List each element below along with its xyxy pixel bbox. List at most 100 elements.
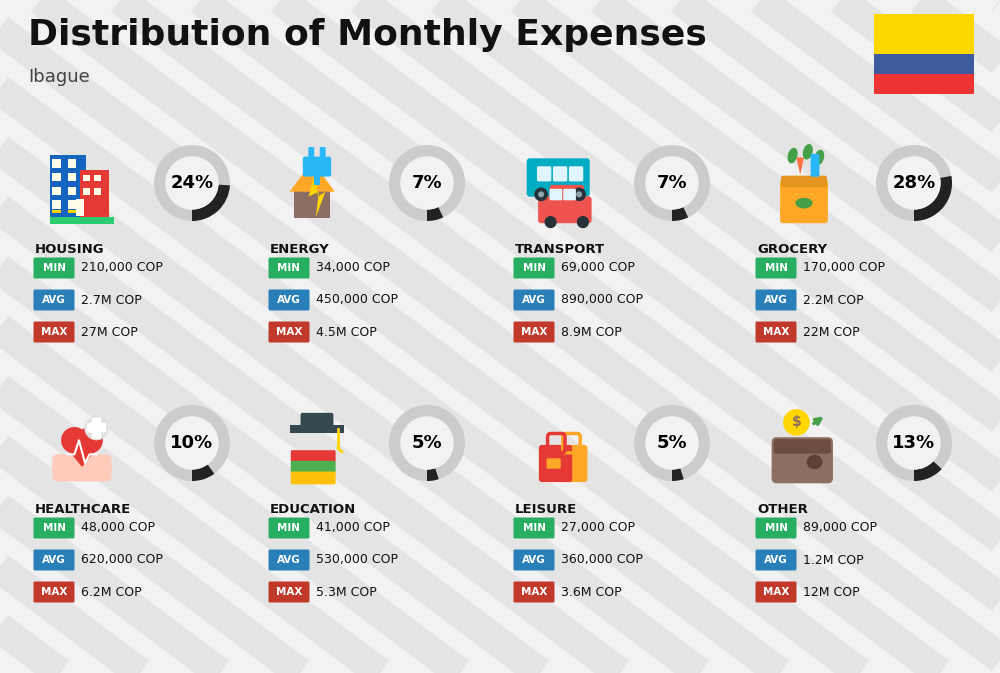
FancyBboxPatch shape [268, 289, 310, 310]
Text: 5%: 5% [657, 434, 687, 452]
FancyBboxPatch shape [34, 258, 74, 279]
FancyBboxPatch shape [68, 201, 76, 209]
Polygon shape [309, 173, 325, 217]
Wedge shape [154, 405, 230, 481]
FancyBboxPatch shape [50, 217, 114, 224]
FancyBboxPatch shape [291, 450, 336, 463]
FancyBboxPatch shape [268, 258, 310, 279]
Circle shape [576, 191, 582, 197]
FancyBboxPatch shape [83, 174, 90, 182]
Text: HOUSING: HOUSING [35, 243, 105, 256]
FancyBboxPatch shape [52, 173, 61, 182]
Text: MIN: MIN [278, 523, 300, 533]
Text: ENERGY: ENERGY [270, 243, 330, 256]
Text: MAX: MAX [763, 587, 789, 597]
Text: 48,000 COP: 48,000 COP [81, 522, 155, 534]
Text: AVG: AVG [42, 555, 66, 565]
FancyBboxPatch shape [308, 147, 314, 162]
Text: TRANSPORT: TRANSPORT [515, 243, 605, 256]
Wedge shape [914, 461, 942, 481]
FancyBboxPatch shape [68, 173, 76, 182]
FancyBboxPatch shape [527, 158, 590, 197]
Polygon shape [290, 162, 335, 192]
FancyBboxPatch shape [756, 518, 796, 538]
FancyBboxPatch shape [87, 423, 106, 433]
FancyBboxPatch shape [34, 549, 74, 571]
Text: 12M COP: 12M COP [803, 586, 860, 598]
FancyBboxPatch shape [52, 160, 61, 168]
Ellipse shape [788, 148, 798, 164]
Text: 27M COP: 27M COP [81, 326, 138, 339]
Text: MAX: MAX [276, 587, 302, 597]
Text: LEISURE: LEISURE [515, 503, 577, 516]
Wedge shape [634, 405, 710, 481]
Text: 69,000 COP: 69,000 COP [561, 262, 635, 275]
FancyBboxPatch shape [320, 147, 326, 162]
Wedge shape [427, 468, 439, 481]
FancyBboxPatch shape [756, 289, 796, 310]
Text: 170,000 COP: 170,000 COP [803, 262, 885, 275]
Text: HEALTHCARE: HEALTHCARE [35, 503, 131, 516]
Text: MIN: MIN [42, 523, 66, 533]
Text: AVG: AVG [42, 295, 66, 305]
Text: MIN: MIN [765, 263, 788, 273]
Wedge shape [427, 207, 443, 221]
Circle shape [887, 417, 941, 470]
FancyBboxPatch shape [68, 209, 76, 213]
Circle shape [538, 191, 544, 197]
Text: 4.5M COP: 4.5M COP [316, 326, 377, 339]
Text: MIN: MIN [522, 263, 546, 273]
FancyBboxPatch shape [291, 472, 336, 485]
FancyBboxPatch shape [538, 197, 592, 223]
Text: 2.7M COP: 2.7M COP [81, 293, 142, 306]
Text: MAX: MAX [521, 587, 547, 597]
Circle shape [534, 188, 548, 201]
FancyBboxPatch shape [80, 170, 109, 217]
Polygon shape [294, 190, 330, 218]
FancyBboxPatch shape [314, 174, 320, 185]
FancyBboxPatch shape [514, 258, 554, 279]
FancyBboxPatch shape [268, 322, 310, 343]
Text: 34,000 COP: 34,000 COP [316, 262, 390, 275]
Text: 3.6M COP: 3.6M COP [561, 586, 622, 598]
FancyBboxPatch shape [94, 188, 101, 195]
Wedge shape [634, 145, 710, 221]
FancyBboxPatch shape [772, 437, 833, 483]
Text: MIN: MIN [278, 263, 300, 273]
Text: 6.2M COP: 6.2M COP [81, 586, 142, 598]
FancyBboxPatch shape [92, 418, 101, 439]
Circle shape [76, 427, 103, 454]
Text: 2.2M COP: 2.2M COP [803, 293, 864, 306]
Text: AVG: AVG [277, 295, 301, 305]
Text: Distribution of Monthly Expenses: Distribution of Monthly Expenses [28, 18, 707, 52]
FancyBboxPatch shape [50, 155, 86, 217]
Polygon shape [796, 157, 804, 174]
Circle shape [645, 156, 699, 209]
Text: 450,000 COP: 450,000 COP [316, 293, 398, 306]
FancyBboxPatch shape [553, 166, 567, 182]
Text: 28%: 28% [892, 174, 936, 192]
FancyBboxPatch shape [34, 289, 74, 310]
Circle shape [577, 216, 589, 228]
Text: MAX: MAX [276, 327, 302, 337]
Circle shape [572, 188, 586, 201]
Text: OTHER: OTHER [757, 503, 808, 516]
Text: MIN: MIN [522, 523, 546, 533]
FancyBboxPatch shape [268, 549, 310, 571]
Circle shape [400, 156, 454, 209]
Text: 360,000 COP: 360,000 COP [561, 553, 643, 567]
FancyBboxPatch shape [547, 458, 561, 468]
Wedge shape [672, 468, 684, 481]
FancyBboxPatch shape [569, 166, 583, 182]
Ellipse shape [795, 198, 813, 209]
FancyBboxPatch shape [780, 179, 828, 223]
Text: 8.9M COP: 8.9M COP [561, 326, 622, 339]
Text: Ibague: Ibague [28, 68, 90, 86]
Circle shape [165, 156, 219, 209]
FancyBboxPatch shape [34, 518, 74, 538]
FancyBboxPatch shape [52, 454, 112, 481]
Text: MAX: MAX [41, 327, 67, 337]
Text: 24%: 24% [170, 174, 214, 192]
Polygon shape [61, 441, 103, 467]
FancyBboxPatch shape [537, 166, 551, 182]
